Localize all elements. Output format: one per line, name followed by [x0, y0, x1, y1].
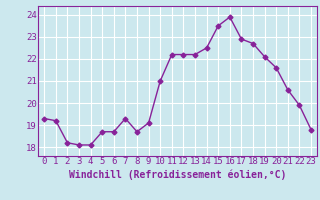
X-axis label: Windchill (Refroidissement éolien,°C): Windchill (Refroidissement éolien,°C) — [69, 169, 286, 180]
